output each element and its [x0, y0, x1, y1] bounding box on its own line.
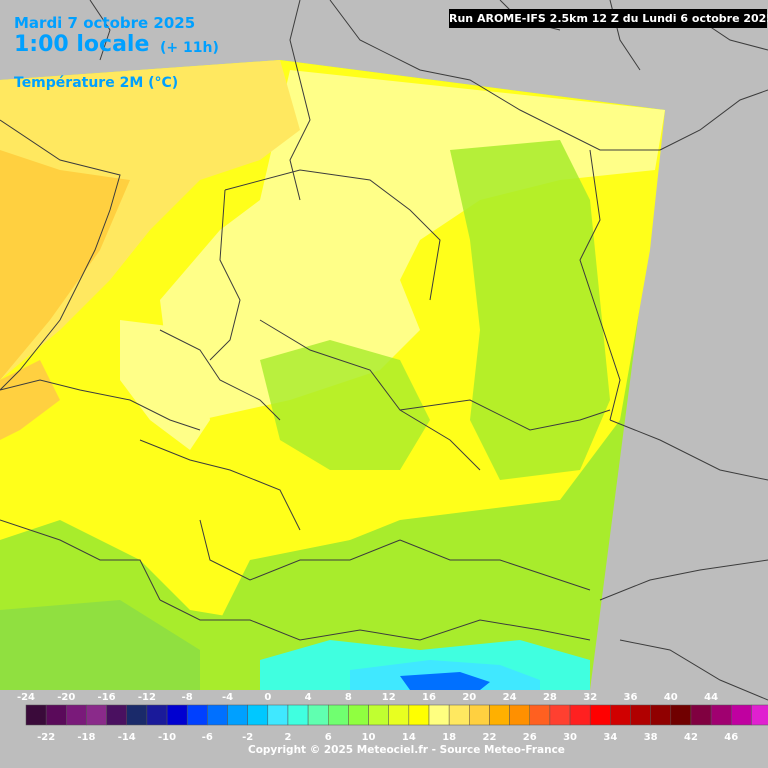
- legend-swatch: [166, 704, 188, 726]
- legend-swatch: [247, 704, 269, 726]
- legend-swatch: [388, 704, 410, 726]
- green-zone-center: [260, 340, 430, 470]
- legend-swatch: [731, 704, 752, 726]
- green-zone-east: [450, 140, 610, 480]
- legend-swatch: [670, 704, 692, 726]
- legend-swatch: [710, 704, 732, 726]
- legend-swatch: [469, 704, 490, 726]
- legend-label-bottom: 34: [603, 732, 617, 743]
- pale-yellow-zone-west: [120, 320, 210, 450]
- copyright-notice: Copyright © 2025 Meteociel.fr - Source M…: [248, 744, 565, 756]
- legend-label-top: 4: [305, 692, 312, 703]
- legend-label-top: 40: [664, 692, 678, 703]
- legend-label-top: -8: [182, 692, 193, 703]
- legend-label-bottom: 46: [724, 732, 738, 743]
- legend-swatch: [489, 704, 510, 726]
- green-zone-sw: [0, 600, 200, 690]
- legend-swatch: [126, 704, 148, 726]
- legend-swatch: [408, 704, 430, 726]
- legend-swatch: [569, 704, 591, 726]
- legend-swatch: [267, 704, 289, 726]
- legend-label-top: 20: [462, 692, 476, 703]
- channel-warm: [0, 360, 60, 440]
- legend-swatch: [307, 704, 329, 726]
- legend-swatch: [86, 704, 107, 726]
- legend-swatch: [690, 704, 712, 726]
- legend-swatch: [368, 704, 389, 726]
- legend-swatch: [25, 704, 47, 726]
- green-zone-south: [200, 500, 590, 690]
- legend-label-bottom: 18: [442, 732, 456, 743]
- legend-label-top: -24: [17, 692, 35, 703]
- legend-label-bottom: 2: [284, 732, 291, 743]
- north-sea-warm: [0, 60, 300, 380]
- alps-coldest: [400, 672, 490, 690]
- legend-swatch: [287, 704, 309, 726]
- legend-swatch: [610, 704, 631, 726]
- legend-swatch: [428, 704, 450, 726]
- legend-swatch: [207, 704, 228, 726]
- legend-label-top: -12: [138, 692, 156, 703]
- legend-label-bottom: -22: [37, 732, 55, 743]
- legend-label-top: 24: [503, 692, 517, 703]
- legend-label-bottom: -14: [118, 732, 136, 743]
- legend-label-top: 16: [422, 692, 436, 703]
- legend-label-top: -20: [57, 692, 75, 703]
- legend-swatch: [186, 704, 208, 726]
- legend-swatch: [630, 704, 651, 726]
- legend-swatch: [348, 704, 369, 726]
- legend-label-bottom: 10: [362, 732, 376, 743]
- legend-label-bottom: 22: [482, 732, 496, 743]
- legend-swatch: [106, 704, 127, 726]
- legend-label-bottom: -2: [242, 732, 253, 743]
- legend-label-top: 44: [704, 692, 718, 703]
- legend-swatch: [529, 704, 551, 726]
- legend-label-bottom: 6: [325, 732, 332, 743]
- legend-swatch: [589, 704, 611, 726]
- legend-label-bottom: 26: [523, 732, 537, 743]
- legend-label-top: 0: [264, 692, 271, 703]
- color-legend: -24 -20 -16 -12 -8 -4 0 4 8 12 16 20 24 28 32 36 40 44 -2…: [17, 692, 768, 743]
- north-sea-warmest: [0, 150, 130, 380]
- legend-swatch: [751, 704, 768, 726]
- legend-label-top: 28: [543, 692, 557, 703]
- legend-label-bottom: 38: [644, 732, 658, 743]
- legend-label-bottom: -10: [158, 732, 176, 743]
- legend-swatch: [448, 704, 470, 726]
- legend-label-bottom: 30: [563, 732, 577, 743]
- borders: [0, 0, 768, 701]
- legend-label-bottom: -18: [77, 732, 95, 743]
- legend-label-top: -16: [98, 692, 116, 703]
- legend-label-top: 12: [382, 692, 396, 703]
- legend-label-top: 8: [345, 692, 352, 703]
- legend-swatch: [650, 704, 672, 726]
- legend-label-top: 32: [583, 692, 597, 703]
- legend-label-bottom: -6: [202, 732, 213, 743]
- legend-swatch: [66, 704, 87, 726]
- forecast-lead-time: (+ 11h): [160, 40, 219, 56]
- run-info-banner: Run AROME-IFS 2.5km 12 Z du Lundi 6 octo…: [449, 9, 768, 28]
- legend-label-top: 36: [624, 692, 638, 703]
- parameter-label: Température 2M (°C): [14, 75, 179, 91]
- legend-swatch: [146, 704, 168, 726]
- forecast-date: Mardi 7 octobre 2025: [14, 14, 196, 32]
- legend-label-bottom: 42: [684, 732, 698, 743]
- legend-swatch: [509, 704, 531, 726]
- legend-swatch: [328, 704, 349, 726]
- forecast-time: 1:00 locale: [14, 32, 150, 57]
- legend-swatch: [227, 704, 248, 726]
- legend-label-top: -4: [222, 692, 233, 703]
- legend-label-bottom: 14: [402, 732, 416, 743]
- legend-swatch: [549, 704, 571, 726]
- legend-swatch: [45, 704, 67, 726]
